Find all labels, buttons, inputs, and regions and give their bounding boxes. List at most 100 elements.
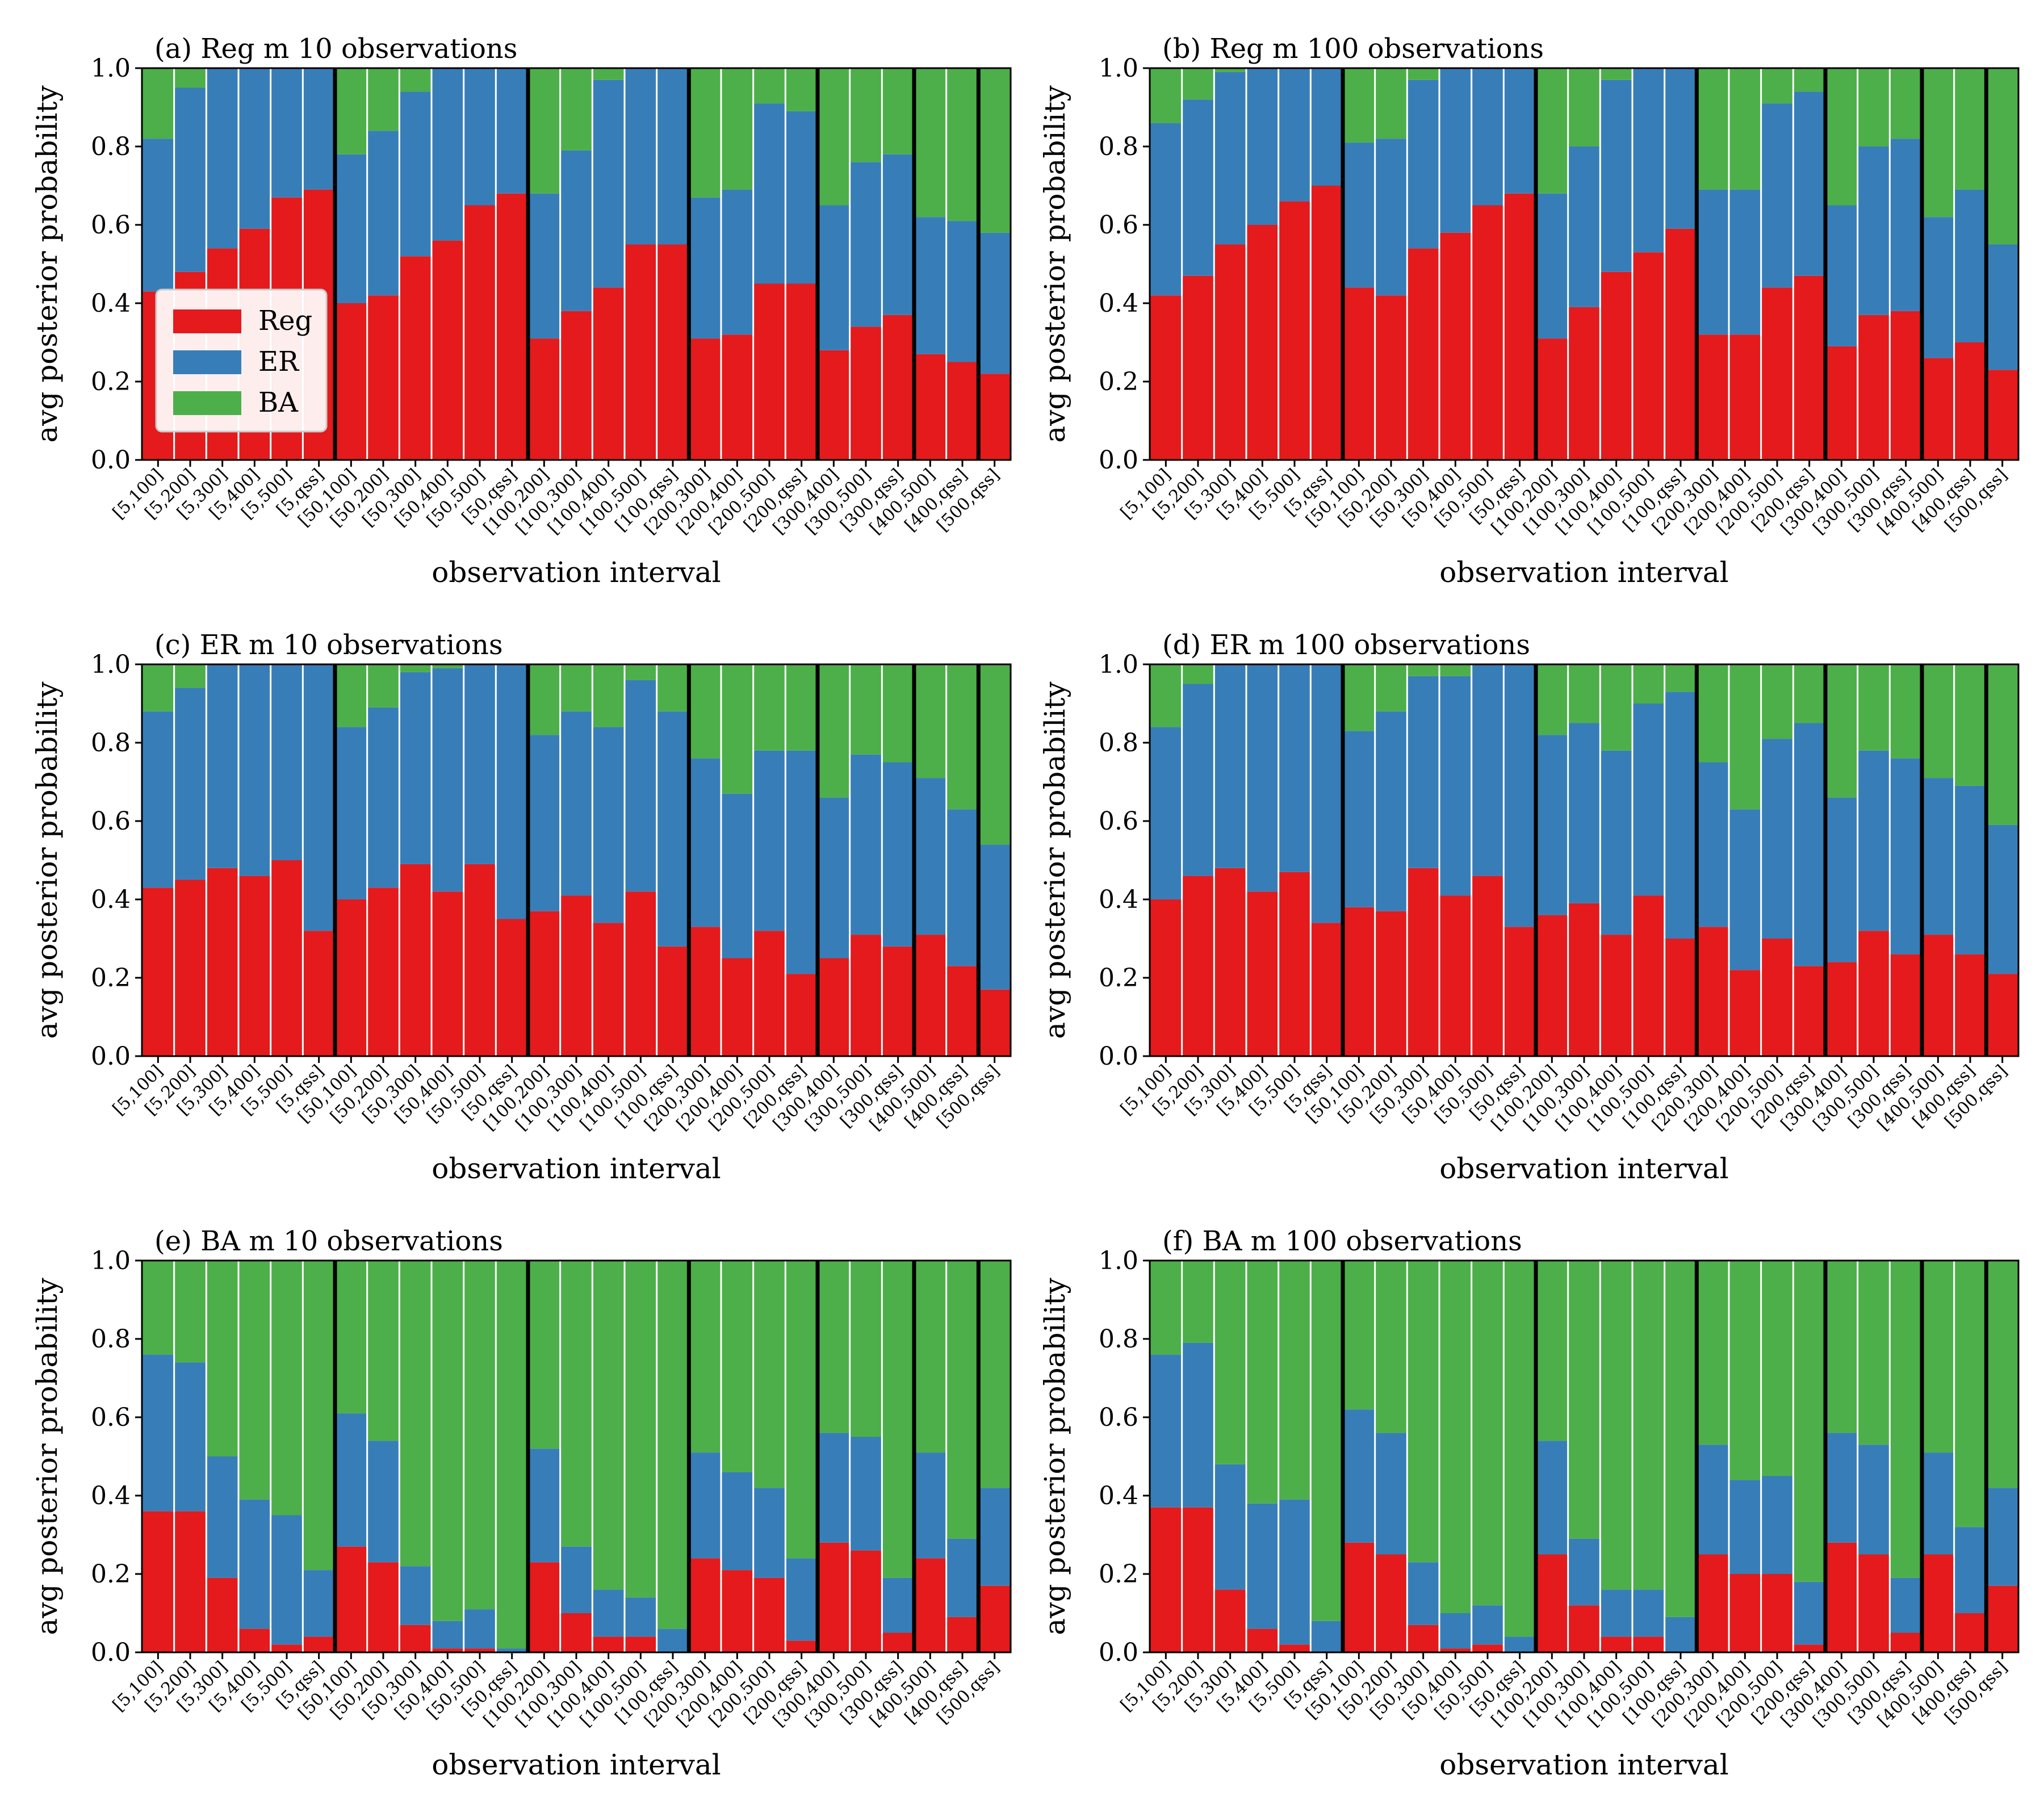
ytick-label: 0.2 <box>1099 964 1138 993</box>
bar-er-14 <box>592 727 625 923</box>
bar-reg-7 <box>1375 911 1408 1056</box>
bar-reg-20 <box>1793 966 1825 1056</box>
bar-reg-3 <box>238 876 271 1056</box>
chart-panel-4: 0.00.20.40.60.81.0[5,100][5,200][5,300][… <box>31 1225 1012 1781</box>
bar-reg-13 <box>1568 307 1601 460</box>
bar-reg-18 <box>1729 970 1761 1056</box>
bar-ba-24 <box>1922 664 1954 778</box>
bar-er-22 <box>1857 1445 1890 1555</box>
panel-title: (e) BA m 10 observations <box>154 1225 503 1257</box>
bar-reg-23 <box>882 315 914 460</box>
bar-ba-16 <box>1664 664 1697 692</box>
bar-ba-26 <box>1986 68 2018 245</box>
bar-ba-21 <box>818 68 850 206</box>
bar-ba-24 <box>1922 1261 1954 1453</box>
bar-ba-19 <box>1761 664 1794 739</box>
bar-er-25 <box>946 809 979 966</box>
bar-er-24 <box>914 1452 946 1559</box>
bar-reg-15 <box>625 244 657 460</box>
ytick-label: 0.6 <box>91 807 131 836</box>
bar-er-22 <box>1857 750 1890 931</box>
ytick-label: 0.0 <box>1099 1638 1138 1667</box>
bar-ba-1 <box>174 664 207 688</box>
bar-er-12 <box>528 1448 560 1563</box>
bar-er-9 <box>432 68 464 241</box>
ytick-label: 0.6 <box>1099 1403 1138 1432</box>
bar-reg-25 <box>1954 1613 1987 1652</box>
bar-er-25 <box>1954 785 1987 954</box>
bar-er-8 <box>1407 79 1439 249</box>
bar-ba-8 <box>399 68 432 92</box>
bar-er-11 <box>496 1648 528 1652</box>
legend-swatch-reg <box>173 309 241 333</box>
bar-er-18 <box>721 793 753 958</box>
bar-er-26 <box>1986 824 2018 974</box>
bar-reg-24 <box>1922 358 1954 460</box>
bar-ba-15 <box>1632 1261 1665 1590</box>
bar-er-18 <box>721 189 753 335</box>
bar-er-2 <box>206 68 238 249</box>
bar-reg-6 <box>335 303 367 460</box>
bar-ba-20 <box>1793 1261 1825 1582</box>
bar-er-19 <box>1761 739 1794 939</box>
ytick-label: 0.8 <box>91 1325 131 1354</box>
bar-ba-0 <box>142 68 174 139</box>
bar-er-9 <box>432 668 464 892</box>
bar-er-23 <box>1890 139 1922 311</box>
ytick-label: 0.8 <box>1099 132 1138 161</box>
y-axis-label: avg posterior probability <box>31 85 64 443</box>
bar-ba-9 <box>1439 1261 1472 1613</box>
bar-er-25 <box>1954 1527 1987 1613</box>
bar-ba-8 <box>399 1261 432 1567</box>
bar-reg-8 <box>1407 868 1439 1056</box>
bar-reg-2 <box>1214 244 1246 460</box>
legend-label-er: ER <box>258 346 300 378</box>
bar-ba-26 <box>1986 1261 2018 1488</box>
bar-er-13 <box>1568 1538 1601 1606</box>
legend-label-reg: Reg <box>258 305 312 337</box>
bar-er-23 <box>882 762 914 947</box>
bar-reg-10 <box>1471 1644 1504 1652</box>
bar-ba-7 <box>367 664 400 707</box>
bar-reg-15 <box>1632 895 1665 1056</box>
bar-reg-26 <box>978 989 1011 1056</box>
bar-ba-25 <box>946 1261 979 1539</box>
bar-er-24 <box>914 217 946 354</box>
bar-reg-25 <box>1954 342 1987 460</box>
bar-ba-11 <box>496 1261 528 1649</box>
bar-reg-11 <box>496 919 528 1056</box>
bar-reg-21 <box>1825 962 1858 1056</box>
bar-er-19 <box>753 750 786 931</box>
bar-reg-14 <box>1600 1636 1632 1652</box>
bar-ba-12 <box>1536 1261 1568 1441</box>
bar-ba-16 <box>656 664 689 711</box>
bar-er-17 <box>689 197 721 339</box>
y-axis-label: avg posterior probability <box>1038 1278 1071 1635</box>
bar-er-26 <box>978 1488 1011 1586</box>
bar-er-14 <box>592 1589 625 1637</box>
bar-reg-23 <box>1890 1632 1922 1652</box>
bar-reg-13 <box>560 311 593 460</box>
bar-er-2 <box>206 1456 238 1578</box>
bar-er-21 <box>818 205 850 350</box>
bar-er-3 <box>238 664 271 876</box>
bar-reg-6 <box>335 899 367 1056</box>
bar-er-2 <box>1214 72 1246 245</box>
bar-reg-7 <box>367 1562 400 1652</box>
bar-er-14 <box>592 79 625 288</box>
legend-label-ba: BA <box>258 387 299 418</box>
bar-ba-14 <box>592 1261 625 1590</box>
bar-ba-17 <box>1697 68 1729 190</box>
bar-er-7 <box>1375 139 1408 296</box>
ytick-label: 1.0 <box>1099 650 1138 679</box>
bar-reg-23 <box>882 946 914 1056</box>
bar-ba-6 <box>335 68 367 154</box>
bar-er-6 <box>335 727 367 899</box>
bar-er-3 <box>1246 664 1279 892</box>
bar-ba-18 <box>1729 68 1761 190</box>
bar-ba-13 <box>1568 664 1601 723</box>
bar-ba-1 <box>1182 1261 1214 1343</box>
bar-reg-24 <box>1922 1554 1954 1652</box>
bar-er-11 <box>1503 1636 1536 1652</box>
bar-ba-6 <box>1343 664 1375 731</box>
